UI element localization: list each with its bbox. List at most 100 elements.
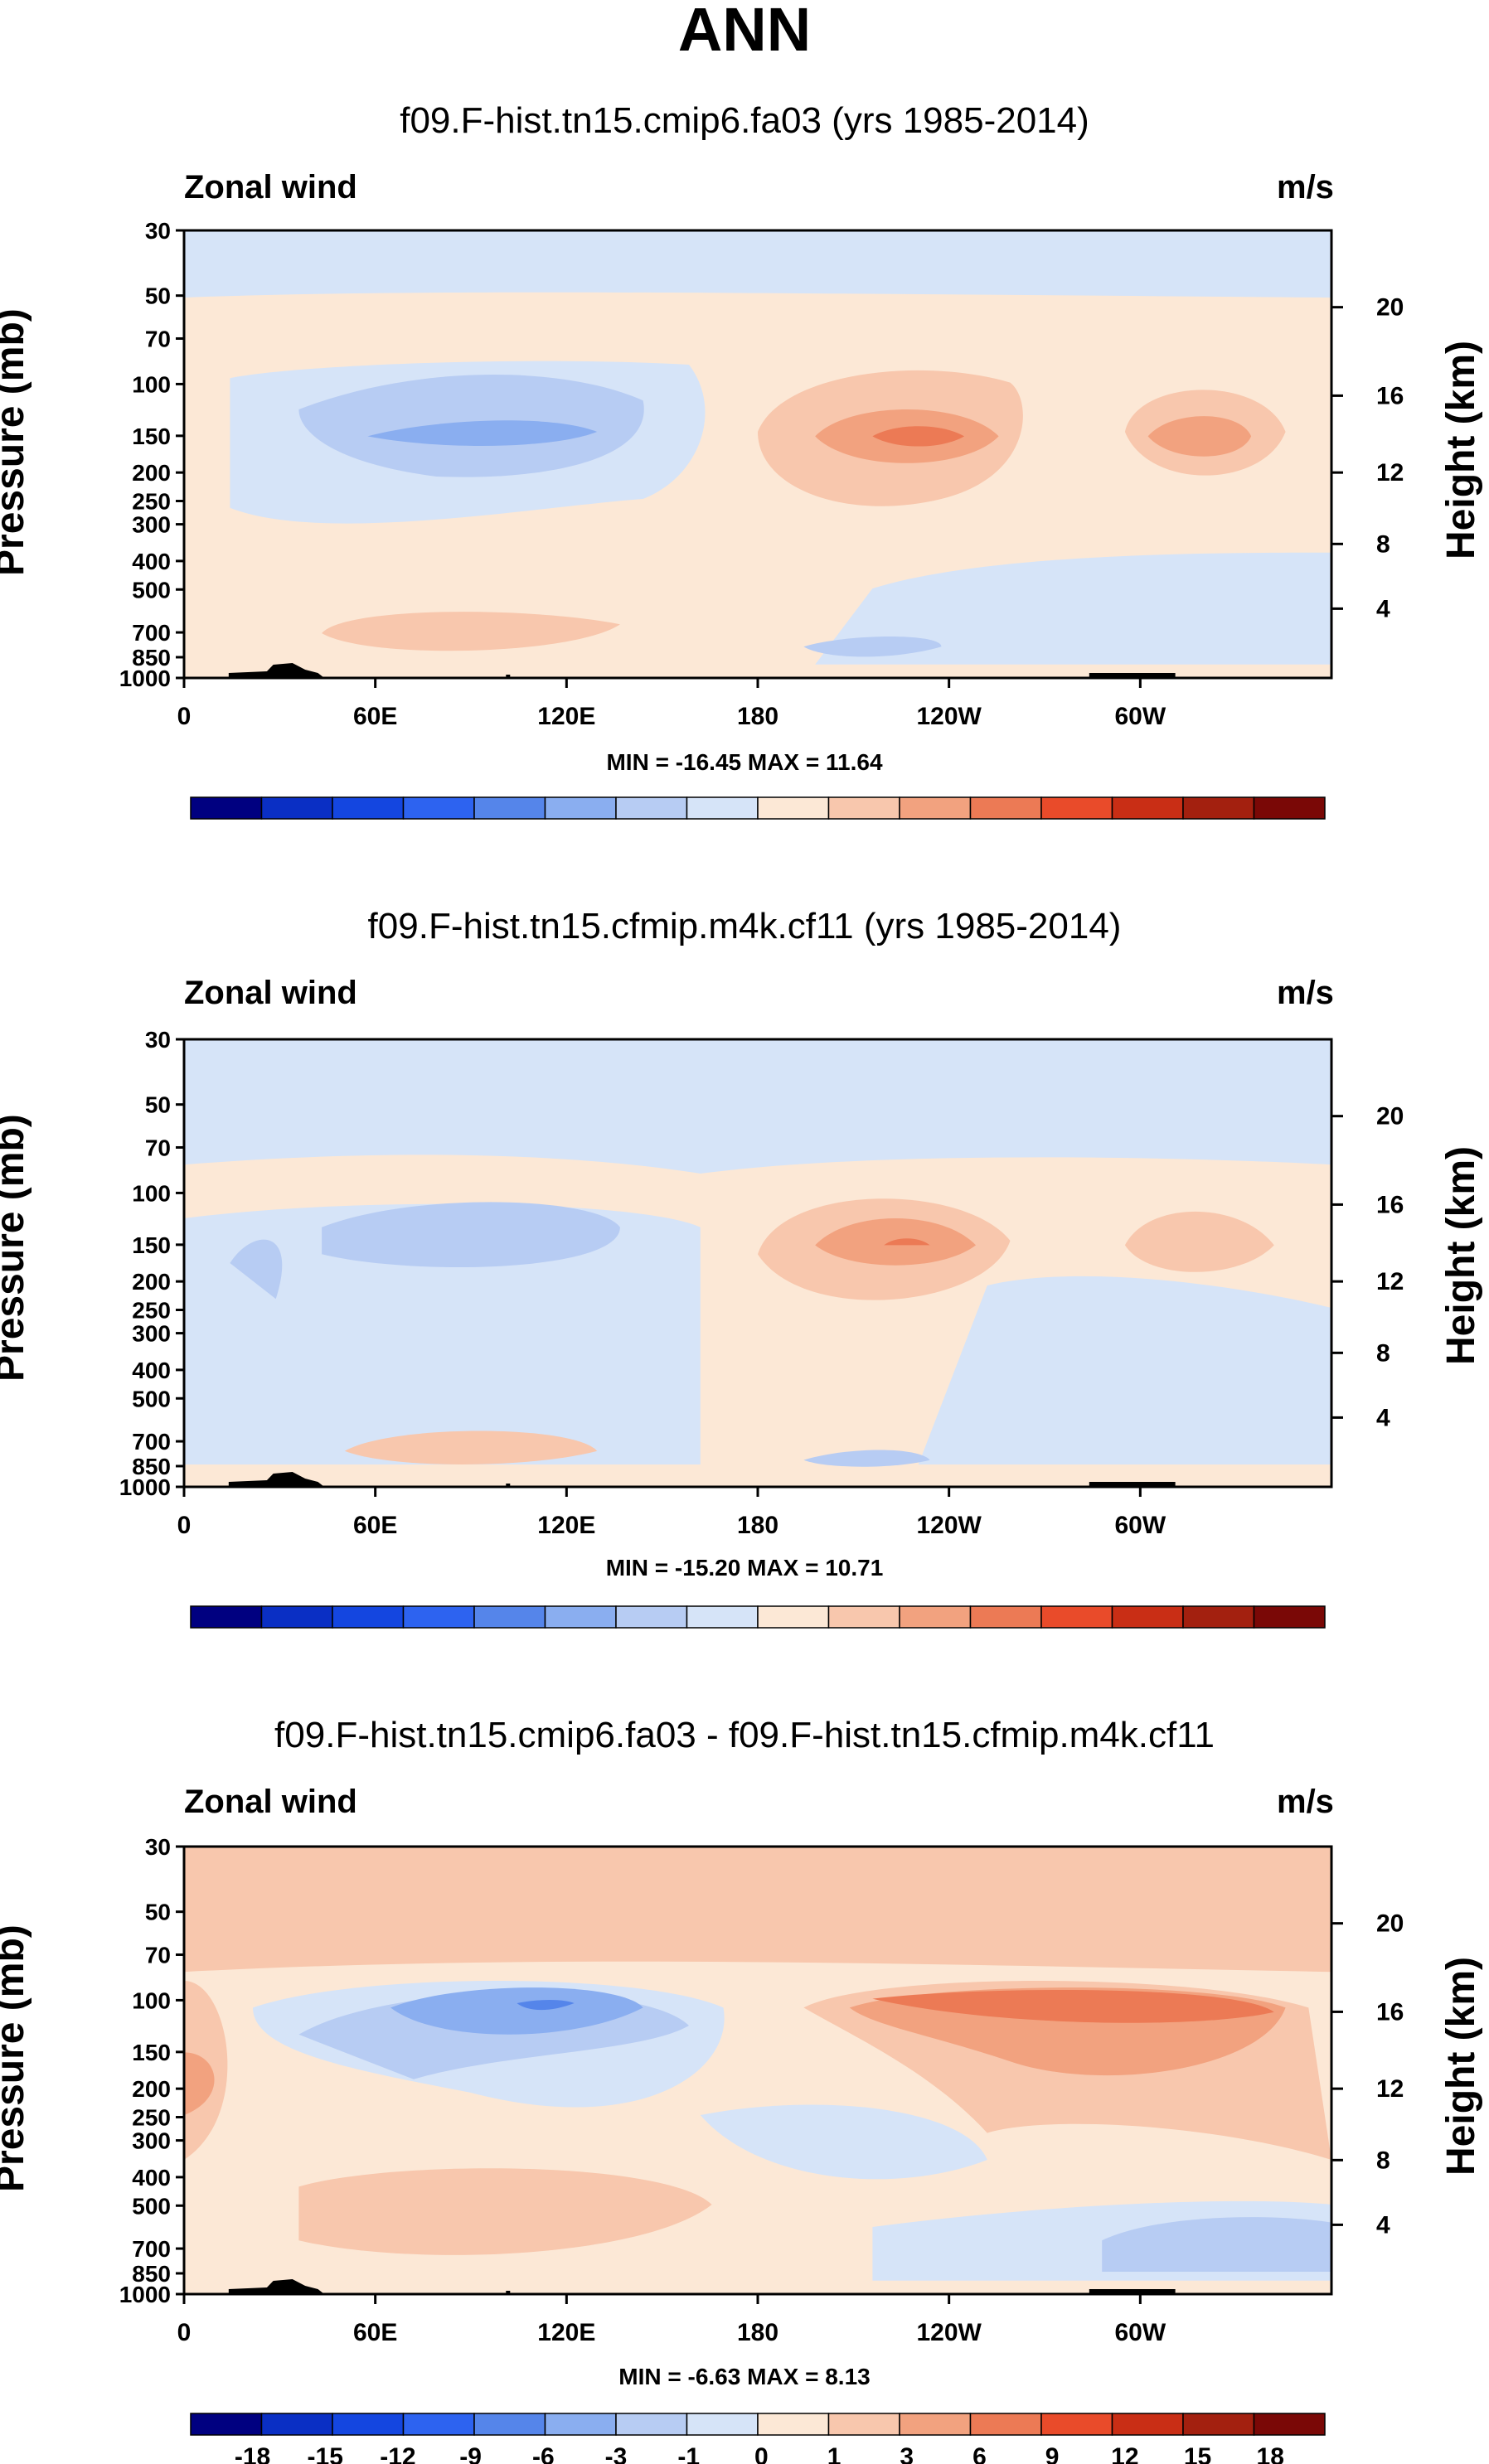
colorbar-swatch — [686, 1605, 759, 1629]
colorbar-label: 3 — [900, 2443, 914, 2464]
y2-tick-label: 20 — [1376, 294, 1404, 322]
panel-2: f09.F-hist.tn15.cfmip.m4k.cf11 (yrs 1985… — [0, 809, 1489, 1638]
contour-fills — [184, 230, 1331, 678]
y-tick-label: 700 — [132, 620, 171, 646]
x-tick-label: 180 — [737, 1512, 778, 1539]
y-tick-label: 70 — [145, 1135, 171, 1160]
y-tick-label: 70 — [145, 326, 171, 351]
y-tick-label: 200 — [132, 1269, 171, 1295]
contour-region — [918, 1276, 1331, 1464]
colorbar-label: -40 — [417, 1636, 453, 1638]
y-tick-label: 400 — [132, 1358, 171, 1383]
y-tick-label: 200 — [132, 2076, 171, 2102]
contour-region — [322, 612, 620, 651]
contour-region — [1147, 416, 1252, 457]
y2-tick-label: 16 — [1376, 1998, 1404, 2026]
panel-1: f09.F-hist.tn15.cmip6.fa03 (yrs 1985-201… — [0, 0, 1489, 829]
variable-label: Zonal wind — [184, 169, 357, 206]
units-label: m/s — [1277, 169, 1334, 206]
units-label: m/s — [1277, 1784, 1334, 1820]
contour-region — [803, 637, 942, 657]
colorbar-swatch — [190, 796, 263, 820]
colorbar-label: 20 — [1080, 827, 1108, 829]
contour-region — [803, 1450, 930, 1467]
colorbar-swatch — [1040, 1605, 1113, 1629]
y-tick-label: 100 — [132, 1987, 171, 2013]
y-tick-label: 850 — [132, 1454, 171, 1479]
y2-tick-label: 12 — [1376, 2075, 1404, 2103]
colorbar-swatch — [1111, 1605, 1184, 1629]
colorbar-swatch — [260, 2413, 333, 2436]
y2-tick-label: 20 — [1376, 1910, 1404, 1938]
x-tick-label: 60E — [353, 703, 397, 730]
colorbar-swatch — [615, 1605, 688, 1629]
min-max-label: MIN = -16.45 MAX = 11.64 — [606, 749, 883, 775]
colorbar-swatch — [1040, 2413, 1113, 2436]
y-tick-label: 250 — [132, 2105, 171, 2131]
colorbar-label: 10 — [948, 827, 976, 829]
contour-region — [872, 1989, 1274, 2023]
colorbar-label: 1 — [827, 2443, 842, 2464]
x-tick-label: 60E — [353, 1512, 397, 1539]
colorbar-label: -12 — [380, 2443, 415, 2464]
contour-region — [884, 1238, 930, 1246]
y-tick-label: 150 — [132, 424, 171, 449]
contour-region — [230, 1239, 283, 1300]
panel-subtitle: f09.F-hist.tn15.cmip6.fa03 (yrs 1985-201… — [400, 100, 1089, 141]
y-tick-label: 300 — [132, 2128, 171, 2154]
colorbar-swatch — [1182, 796, 1255, 820]
y-tick-label: 250 — [132, 489, 171, 515]
contour-region — [322, 1202, 620, 1268]
colorbar-swatch — [544, 2413, 617, 2436]
colorbar-swatch — [332, 2413, 405, 2436]
colorbar-swatch — [686, 796, 759, 820]
y2-tick-label: 20 — [1376, 1103, 1404, 1130]
contour-region — [1102, 2217, 1331, 2272]
colorbar-swatch — [757, 1605, 830, 1629]
topography — [506, 675, 511, 678]
y-tick-label: 400 — [132, 549, 171, 574]
colorbar-label: 20 — [1080, 1636, 1108, 1638]
x-tick-label: 120W — [916, 1512, 982, 1539]
colorbar-label: 15 — [1184, 2443, 1211, 2464]
y-tick-label: 1000 — [119, 666, 171, 691]
colorbar-label: 0 — [823, 1636, 837, 1638]
y-tick-label: 700 — [132, 2236, 171, 2262]
colorbar-label: 9 — [1045, 2443, 1060, 2464]
colorbar-label: -20 — [549, 1636, 584, 1638]
colorbar-label: -1 — [677, 2443, 700, 2464]
colorbar-label: -60 — [285, 1636, 321, 1638]
contour-region — [1124, 1211, 1274, 1272]
panel-subtitle: f09.F-hist.tn15.cmip6.fa03 - f09.F-hist.… — [274, 1715, 1215, 1755]
y-tick-label: 850 — [132, 2261, 171, 2287]
topography — [228, 2279, 325, 2294]
y2-tick-label: 16 — [1376, 1191, 1404, 1218]
y-tick-label: 50 — [145, 1900, 171, 1925]
y2-tick-label: 8 — [1376, 2147, 1390, 2174]
topography — [1089, 673, 1176, 678]
colorbar-label: 30 — [1212, 827, 1239, 829]
contour-region — [184, 2052, 215, 2115]
y2-tick-label: 4 — [1376, 595, 1390, 622]
page-title: ANN — [677, 0, 812, 64]
y2-tick-label: 12 — [1376, 1268, 1404, 1295]
x-tick-label: 0 — [177, 703, 192, 730]
y-tick-label: 100 — [132, 371, 171, 397]
x-tick-label: 120W — [916, 2319, 982, 2346]
contour-region — [815, 552, 1331, 665]
min-max-label: MIN = -6.63 MAX = 8.13 — [618, 2364, 871, 2389]
colorbar-swatch — [332, 796, 405, 820]
contour-plot-3: 3050701001502002503004005007008501000201… — [119, 1834, 1404, 2464]
colorbar-label: -20 — [549, 827, 584, 829]
colorbar-swatch — [615, 796, 688, 820]
contour-region — [872, 426, 965, 447]
topography — [228, 1472, 325, 1487]
y-tick-label: 30 — [145, 218, 171, 244]
topography — [228, 663, 325, 678]
y-tick-label: 30 — [145, 1027, 171, 1053]
x-tick-label: 120E — [537, 2319, 595, 2346]
y-tick-label: 1000 — [119, 2282, 171, 2307]
y2-tick-label: 8 — [1376, 530, 1390, 558]
topography — [1089, 2289, 1176, 2294]
